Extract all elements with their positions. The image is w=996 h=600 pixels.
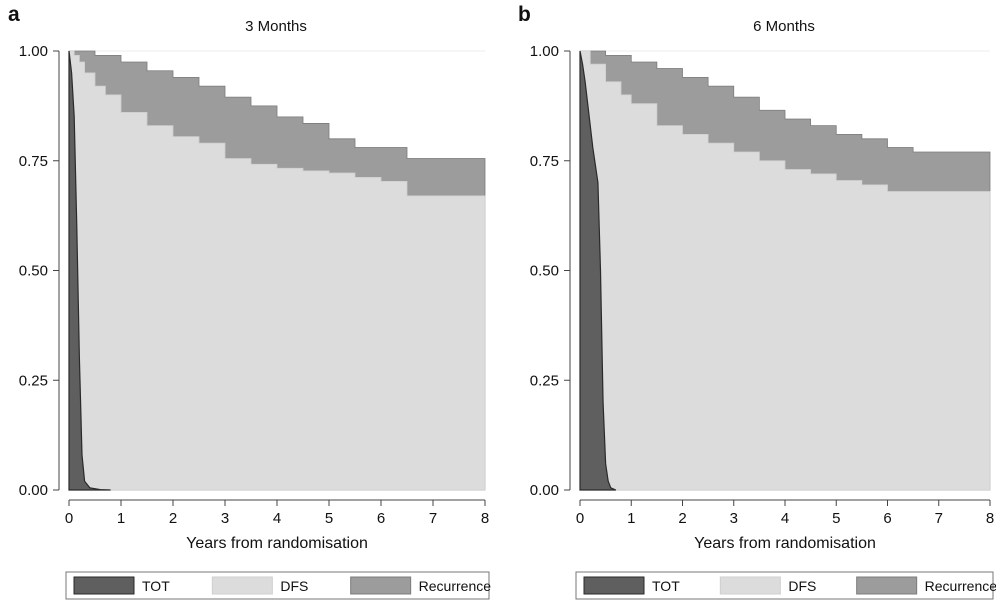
legend: TOT DFS Recurrence [575,571,996,600]
series-dfs-area [68,50,486,491]
x-tick-label: 2 [678,510,686,527]
series-dfs-area [579,50,991,491]
y-tick-label: 0.50 [19,263,48,280]
x-tick-label: 0 [65,510,73,527]
x-tick-label: 6 [883,510,891,527]
series-tot-area [68,50,111,491]
legend-box [575,571,994,600]
legend-label: Recurrence [925,578,996,594]
y-tick-label: 0.25 [530,372,559,389]
panel-title: 6 Months [753,18,815,35]
x-tick-label: 5 [325,510,333,527]
x-tick-label: 1 [627,510,635,527]
x-tick-label: 1 [117,510,125,527]
y-tick-label: 0.75 [530,153,559,170]
legend-label: TOT [652,578,680,594]
panel-letter: b [518,3,531,26]
legend-swatch [719,576,781,595]
plot-area [68,50,486,491]
x-tick-label: 8 [481,510,489,527]
y-tick-label: 0.00 [530,482,559,499]
axes: 0.00 0.25 0.50 0.75 1.00 0 1 2 3 4 5 6 7 8 Years from … [19,43,489,552]
x-axis-label: Years from randomisation [186,535,368,552]
axes: 0.00 0.25 0.50 0.75 1.00 0 1 2 3 4 5 6 7 8 Years from … [530,43,994,552]
legend-swatch [583,576,645,595]
legend-label: DFS [280,578,308,594]
legend-swatch [73,576,135,595]
y-tick-label: 1.00 [530,43,559,60]
x-axis-label: Years from randomisation [694,535,876,552]
x-tick-label: 2 [169,510,177,527]
x-tick-label: 6 [377,510,385,527]
x-tick-label: 5 [832,510,840,527]
y-tick-label: 1.00 [19,43,48,60]
y-tick-label: 0.00 [19,482,48,499]
legend-swatch [350,576,412,595]
legend-swatch [211,576,273,595]
legend-label: DFS [788,578,816,594]
x-tick-label: 8 [986,510,994,527]
legend-label: TOT [142,578,170,594]
plot-area [579,50,991,491]
legend-box [65,571,490,600]
panel-letter: a [8,3,20,26]
x-tick-label: 7 [429,510,437,527]
x-tick-label: 4 [273,510,281,527]
series-tot-area [579,50,617,491]
legend: TOT DFS Recurrence [65,571,492,600]
panel-title: 3 Months [245,18,307,35]
x-tick-label: 3 [221,510,229,527]
y-tick-label: 0.25 [19,372,48,389]
legend-swatch [856,576,918,595]
x-tick-label: 7 [935,510,943,527]
x-tick-label: 0 [576,510,584,527]
panel-a: a 3 Months 0.00 0.25 0.50 0.75 1.00 0 1 2 3 4 5 6 7 8… [8,3,492,600]
x-tick-label: 4 [781,510,789,527]
y-tick-label: 0.50 [530,263,559,280]
panel-b: b 6 Months 0.00 0.25 0.50 0.75 1.00 0 1 2 3 4 5 6 7 8… [518,3,996,600]
x-tick-label: 3 [730,510,738,527]
y-tick-label: 0.75 [19,153,48,170]
legend-label: Recurrence [419,578,492,594]
